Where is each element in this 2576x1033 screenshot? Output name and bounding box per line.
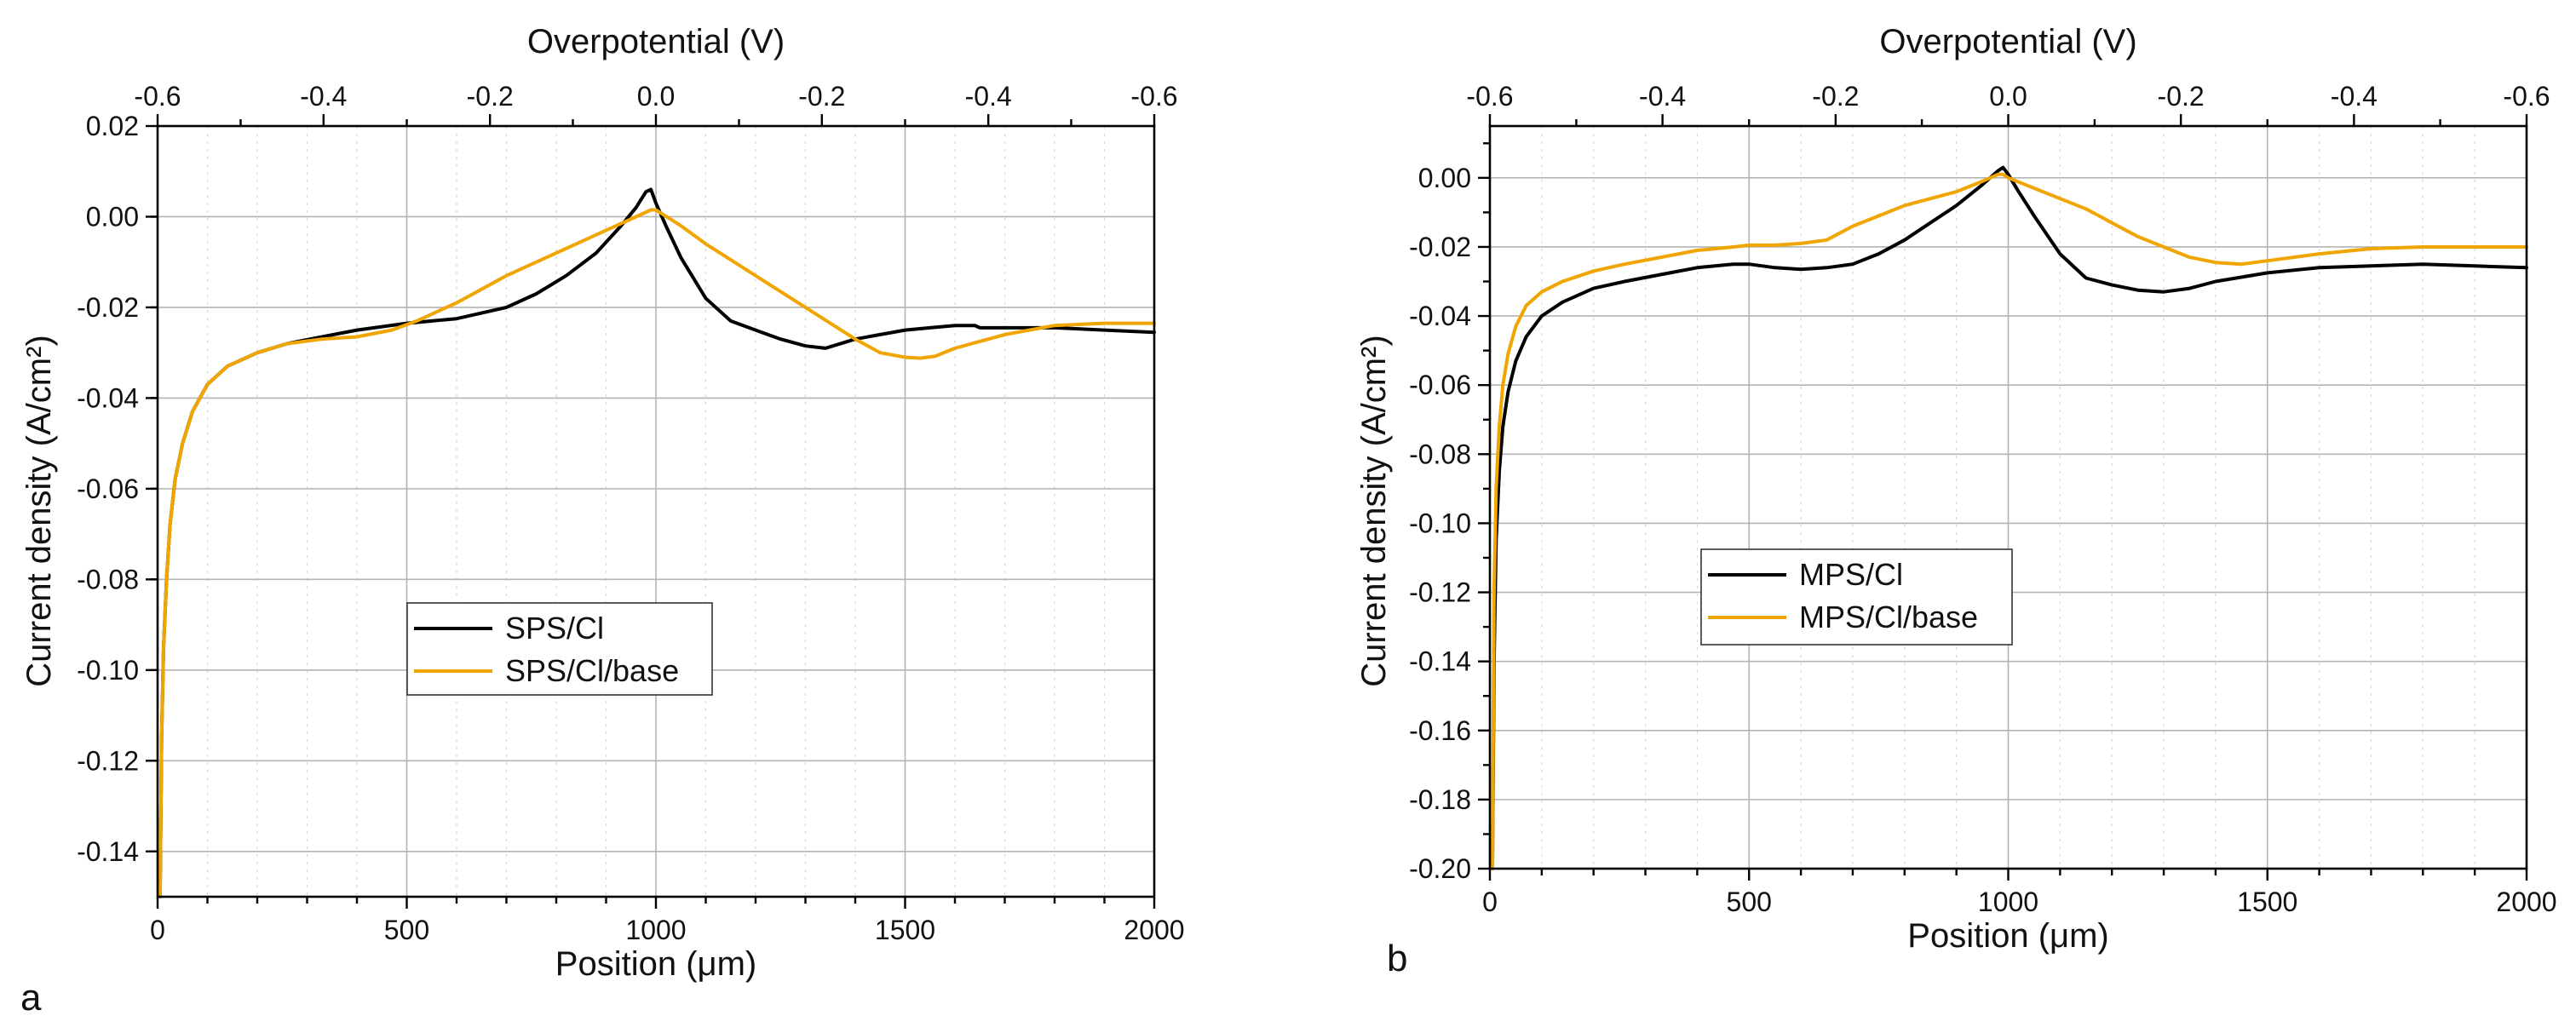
legend-label: MPS/Cl/base [1799, 600, 1978, 634]
top-tick-label: 0.0 [637, 81, 675, 112]
y-tick-label: -0.12 [1409, 577, 1471, 608]
top-tick-label: -0.4 [2331, 81, 2378, 112]
x-tick-label: 500 [1727, 887, 1772, 917]
legend: SPS/Cl SPS/Cl/base [406, 602, 713, 696]
y-tick-label: -0.04 [1409, 301, 1471, 331]
top-tick-label: -0.4 [300, 81, 347, 112]
y-tick-label: -0.04 [77, 382, 139, 413]
y-tick-label: 0.02 [86, 111, 139, 141]
y-tick-label: -0.16 [1409, 715, 1471, 746]
y-tick-label: -0.18 [1409, 784, 1471, 815]
y-axis-title: Current density (A/cm²) [20, 335, 58, 686]
x-tick-label: 1000 [625, 915, 686, 945]
panel-label: b [1387, 938, 1407, 979]
x-axis-bottom: 0 500 1000 1500 2000 [1482, 869, 2557, 917]
legend-label: SPS/Cl [505, 611, 604, 646]
series-group [1491, 165, 2528, 870]
y-tick-label: -0.10 [77, 655, 139, 686]
legend-label: SPS/Cl/base [505, 653, 679, 688]
x-tick-label: 2000 [2496, 887, 2556, 917]
y-tick-label: -0.20 [1409, 853, 1471, 884]
y-tick-label: -0.12 [77, 745, 139, 776]
top-tick-label: -0.4 [1639, 81, 1686, 112]
top-tick-label: -0.6 [2503, 81, 2550, 112]
major-grid [158, 126, 1154, 897]
series-group [158, 187, 1156, 898]
x-tick-label: 1500 [2237, 887, 2297, 917]
y-tick-label: -0.02 [77, 292, 139, 323]
top-axis-title: Overpotential (V) [1879, 23, 2136, 60]
y-tick-label: -0.06 [1409, 370, 1471, 400]
top-tick-label: -0.4 [965, 81, 1012, 112]
top-tick-label: -0.2 [1812, 81, 1859, 112]
x-tick-label: 0 [1482, 887, 1498, 917]
y-axis: 0.00 -0.02 -0.04 -0.06 -0.08 -0.10 -0.12 -0.14 -… [1409, 142, 1490, 884]
legend-label: MPS/Cl [1799, 557, 1903, 592]
top-tick-label: 0.0 [1989, 81, 2027, 112]
x-axis-top: -0.6 -0.4 -0.2 0.0 -0.2 -0.4 -0.6 [134, 81, 1178, 126]
y-tick-label: -0.10 [1409, 508, 1471, 538]
major-grid [1490, 126, 2527, 869]
top-tick-label: -0.2 [2158, 81, 2205, 112]
top-tick-label: -0.2 [798, 81, 845, 112]
y-tick-label: 0.00 [1418, 163, 1471, 193]
legend-box [1700, 548, 2013, 646]
x-tick-label: 2000 [1124, 915, 1184, 945]
y-tick-label: -0.14 [77, 836, 139, 867]
y-tick-label: -0.14 [1409, 646, 1471, 677]
x-axis-title: Position (μm) [1907, 917, 2108, 955]
y-tick-label: 0.00 [86, 201, 139, 232]
y-tick-label: -0.06 [77, 473, 139, 504]
x-tick-label: 0 [150, 915, 165, 945]
x-tick-label: 1500 [875, 915, 935, 945]
series-line-mps-cl-base [1491, 172, 2528, 870]
x-axis-bottom: 0 500 1000 1500 2000 [150, 897, 1185, 945]
series-line-mps-cl [1491, 165, 2528, 870]
legend: MPS/Cl MPS/Cl/base [1700, 548, 2013, 646]
legend-box [406, 602, 713, 696]
y-tick-label: -0.08 [1409, 439, 1471, 469]
top-axis-title: Overpotential (V) [527, 23, 785, 60]
y-axis: 0.02 0.00 -0.02 -0.04 -0.06 -0.08 -0.10 -0.12 -0… [77, 111, 158, 867]
top-tick-label: -0.6 [1466, 81, 1513, 112]
x-axis-top: -0.6 -0.4 -0.2 0.0 -0.2 -0.4 -0.6 [1466, 81, 2550, 126]
top-tick-label: -0.6 [1130, 81, 1177, 112]
minor-grid [206, 126, 1106, 897]
x-axis-title: Position (μm) [555, 945, 756, 983]
y-tick-label: -0.02 [1409, 232, 1471, 262]
x-tick-label: 500 [384, 915, 429, 945]
y-tick-label: -0.08 [77, 564, 139, 594]
top-tick-label: -0.6 [134, 81, 181, 112]
series-line-sps-cl-base [158, 208, 1156, 898]
top-tick-label: -0.2 [467, 81, 514, 112]
panel-label: a [20, 977, 42, 1019]
x-tick-label: 1000 [1978, 887, 2038, 917]
y-axis-title: Current density (A/cm²) [1355, 335, 1393, 686]
